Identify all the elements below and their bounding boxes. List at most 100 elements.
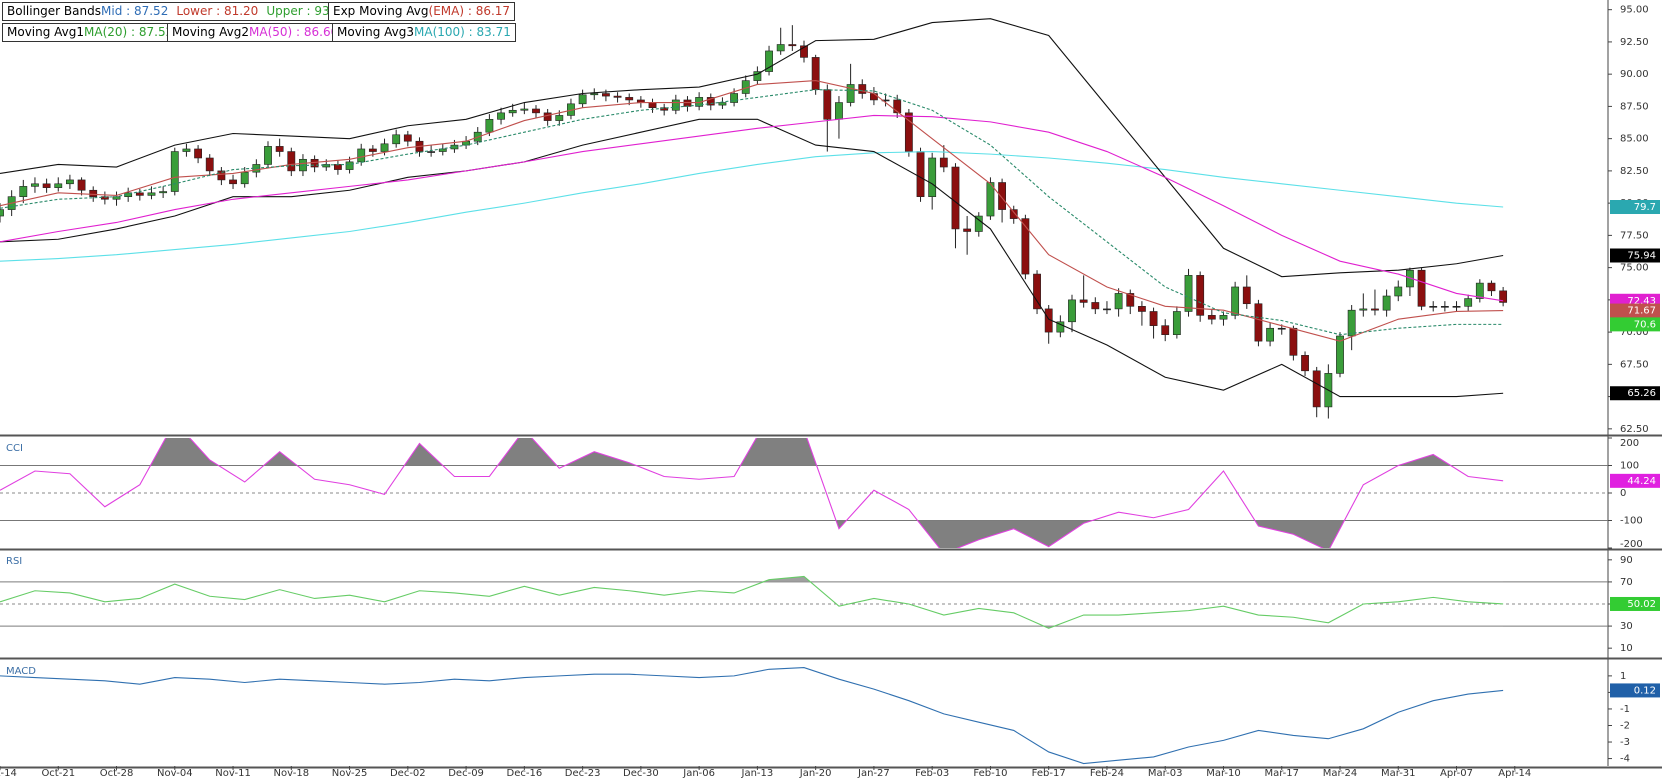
x-tick-label: Dec-16 xyxy=(507,768,543,779)
candle-body xyxy=(54,183,63,188)
candle-body xyxy=(660,107,669,111)
y-tick-label: 30 xyxy=(1620,621,1633,632)
value-tag-label: 75.94 xyxy=(1627,250,1656,261)
candle-body xyxy=(1417,269,1426,307)
legend-text: (EMA) : 86.17 xyxy=(428,4,511,18)
candle-body xyxy=(1475,282,1484,299)
candle-body xyxy=(520,108,529,111)
value-tag xyxy=(1610,317,1660,332)
legend-text: MA(50) : 86.60 xyxy=(249,25,339,39)
y-tick-label: 85.00 xyxy=(1620,134,1649,145)
series-line xyxy=(0,80,1504,342)
candle-body xyxy=(1068,299,1076,323)
value-tag xyxy=(1610,248,1660,263)
value-tag-label: 72.43 xyxy=(1627,296,1656,307)
legend-box: Exp Moving Avg(EMA) : 86.17 xyxy=(328,2,516,21)
legend-box: Moving Avg1MA(20) : 87.52 xyxy=(2,23,179,42)
legend-text: MA(20) : 87.52 xyxy=(84,25,174,39)
y-tick-label: 90 xyxy=(1620,555,1633,566)
y-tick-label: 67.50 xyxy=(1620,359,1649,370)
candle-body xyxy=(543,112,552,121)
candle-body xyxy=(264,146,272,165)
candle-body xyxy=(1277,327,1286,330)
candle-body xyxy=(765,50,773,72)
x-tick-label: Oct-28 xyxy=(100,768,134,779)
panel xyxy=(0,667,1504,765)
candle-body xyxy=(1347,309,1356,337)
candle-body xyxy=(683,99,692,107)
legend-text: Moving Avg3 xyxy=(337,25,415,39)
candle-body xyxy=(1464,298,1473,307)
panel xyxy=(0,18,1508,419)
oversold-fill xyxy=(0,520,1504,548)
candle-body xyxy=(578,94,587,105)
x-tick-label: Mar-03 xyxy=(1148,768,1183,779)
candle-body xyxy=(730,93,738,103)
candle-body xyxy=(205,157,214,172)
legend-box: Moving Avg2MA(50) : 86.60 xyxy=(167,23,344,42)
candle-body xyxy=(590,93,599,96)
y-tick-label: 62.50 xyxy=(1620,424,1649,435)
series-line xyxy=(0,667,1504,765)
candle-body xyxy=(835,102,843,120)
series-line xyxy=(0,150,1504,262)
candle-body xyxy=(392,134,401,145)
candle-body xyxy=(19,186,28,197)
candle-body xyxy=(508,109,517,114)
y-tick-label: -3 xyxy=(1620,737,1630,748)
x-tick-label: Nov-18 xyxy=(274,768,310,779)
value-tag xyxy=(1610,473,1660,488)
candle-body xyxy=(928,157,937,197)
candle-body xyxy=(1114,293,1123,310)
candle-body xyxy=(1138,306,1146,312)
y-tick-label: 100 xyxy=(1620,461,1639,472)
candle-body xyxy=(1184,275,1193,312)
candle-body xyxy=(1254,303,1263,342)
y-tick-label: -1 xyxy=(1620,704,1630,715)
y-tick-label: 0 xyxy=(1620,488,1626,499)
candle-body xyxy=(893,99,902,114)
candle-body xyxy=(159,191,168,194)
candle-body xyxy=(939,157,948,168)
candle-body xyxy=(0,209,4,217)
x-tick-label: Jan-13 xyxy=(741,768,774,779)
overbought-fill xyxy=(763,576,811,582)
candle-body xyxy=(310,158,319,168)
candle-body xyxy=(182,148,191,152)
x-tick-label: Mar-31 xyxy=(1381,768,1416,779)
y-tick-label: 77.50 xyxy=(1620,230,1649,241)
candle-body xyxy=(1079,299,1088,303)
candle-body xyxy=(776,44,785,52)
candle-body xyxy=(147,192,156,196)
candle-body xyxy=(66,179,74,185)
y-tick-label: 10 xyxy=(1620,643,1633,654)
candle-body xyxy=(881,99,890,102)
candle-body xyxy=(951,166,960,230)
candle-body xyxy=(1172,311,1181,335)
x-tick-label: Nov-04 xyxy=(157,768,193,779)
y-tick-label: 90.00 xyxy=(1620,69,1649,80)
candle-body xyxy=(1429,306,1438,308)
candle-body xyxy=(42,183,51,188)
legend-text: Moving Avg1 xyxy=(7,25,85,39)
candle-body xyxy=(532,108,540,114)
x-tick-label: Apr-14 xyxy=(1498,768,1531,779)
candle-body xyxy=(648,102,657,108)
value-tag xyxy=(1610,303,1660,318)
candle-body xyxy=(1487,282,1496,292)
panel-title: CCI xyxy=(6,443,23,454)
y-tick-label: 70.00 xyxy=(1620,327,1649,338)
y-tick-label: 200 xyxy=(1620,438,1639,449)
value-tag-label: 50.02 xyxy=(1627,599,1656,610)
candle-body xyxy=(1103,308,1111,311)
y-tick-label: 92.50 xyxy=(1620,37,1649,48)
candle-body xyxy=(217,170,226,181)
candle-body xyxy=(671,99,680,111)
series-line xyxy=(0,89,1504,336)
legend-box: Moving Avg3MA(100) : 83.71 xyxy=(332,23,516,42)
candle-body xyxy=(718,102,727,106)
candle-body xyxy=(1056,321,1065,333)
candle-body xyxy=(427,151,436,153)
